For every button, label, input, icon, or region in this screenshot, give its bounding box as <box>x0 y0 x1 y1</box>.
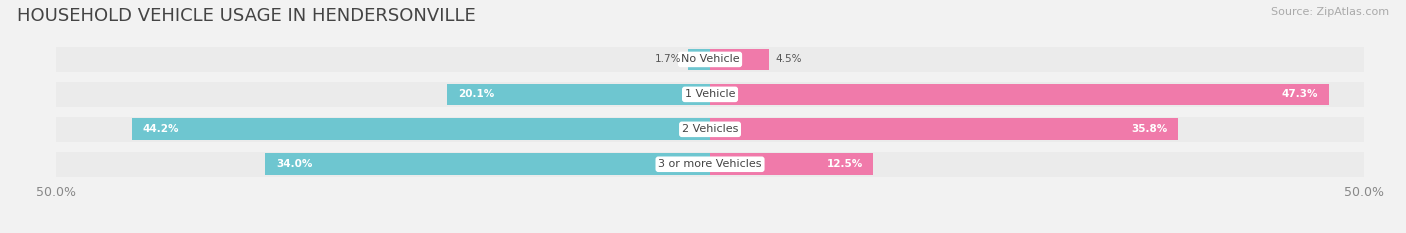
Text: 3 or more Vehicles: 3 or more Vehicles <box>658 159 762 169</box>
Text: HOUSEHOLD VEHICLE USAGE IN HENDERSONVILLE: HOUSEHOLD VEHICLE USAGE IN HENDERSONVILL… <box>17 7 475 25</box>
Text: 4.5%: 4.5% <box>776 55 801 64</box>
Text: No Vehicle: No Vehicle <box>681 55 740 64</box>
Bar <box>710 84 1329 105</box>
Text: Source: ZipAtlas.com: Source: ZipAtlas.com <box>1271 7 1389 17</box>
Bar <box>710 118 1178 140</box>
Bar <box>56 47 1364 72</box>
Text: 12.5%: 12.5% <box>827 159 863 169</box>
Text: 35.8%: 35.8% <box>1132 124 1167 134</box>
Text: 44.2%: 44.2% <box>142 124 179 134</box>
Bar <box>132 118 710 140</box>
Text: 1.7%: 1.7% <box>655 55 682 64</box>
Bar <box>688 49 710 70</box>
Bar <box>710 49 769 70</box>
Bar <box>56 152 1364 177</box>
Text: 1 Vehicle: 1 Vehicle <box>685 89 735 99</box>
Bar <box>56 82 1364 107</box>
Text: 47.3%: 47.3% <box>1281 89 1317 99</box>
Bar <box>447 84 710 105</box>
Bar <box>710 154 873 175</box>
Text: 20.1%: 20.1% <box>458 89 494 99</box>
Bar <box>56 117 1364 142</box>
Text: 2 Vehicles: 2 Vehicles <box>682 124 738 134</box>
Bar <box>266 154 710 175</box>
Text: 34.0%: 34.0% <box>276 159 312 169</box>
